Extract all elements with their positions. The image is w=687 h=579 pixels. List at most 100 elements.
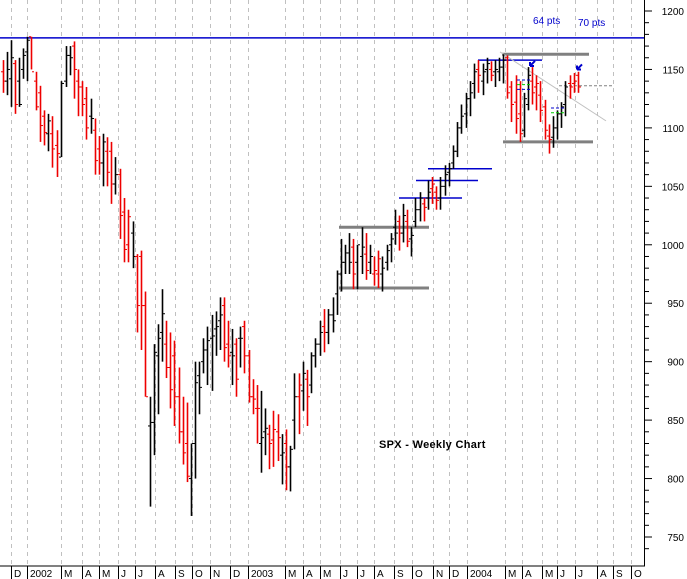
ohlc-bar xyxy=(426,180,431,210)
ohlc-bar xyxy=(364,233,369,280)
ohlc-bar xyxy=(455,122,460,158)
ohlc-bar xyxy=(385,244,390,271)
ohlc-bar xyxy=(80,81,85,117)
x-tick-label: J xyxy=(560,569,565,579)
ohlc-bar xyxy=(105,137,110,187)
arrow-1-icon xyxy=(529,60,536,67)
ohlc-bar xyxy=(372,256,377,286)
ohlc-bar xyxy=(97,136,102,175)
x-tick-label: S xyxy=(178,569,185,579)
ohlc-bar xyxy=(326,309,331,345)
x-tick-label: A xyxy=(85,569,92,579)
chart-title: SPX - Weekly Chart xyxy=(379,439,486,451)
x-tick-label: M xyxy=(102,569,110,579)
ohlc-bar xyxy=(493,60,498,87)
ohlc-bar xyxy=(197,361,202,415)
ohlc-bar xyxy=(522,92,527,138)
y-tick-label: 800 xyxy=(667,475,684,486)
ohlc-bar xyxy=(305,369,310,426)
ohlc-bar xyxy=(447,162,452,187)
ohlc-bar xyxy=(360,227,365,274)
ohlc-bar xyxy=(172,340,177,426)
x-tick-label: 2003 xyxy=(251,569,274,579)
ohlc-bar xyxy=(351,238,356,290)
y-tick-label: 1200 xyxy=(662,7,685,18)
arrow-2-icon xyxy=(576,63,583,71)
ohlc-bar xyxy=(434,186,439,210)
x-tick-label: M xyxy=(323,569,331,579)
ohlc-bar xyxy=(72,41,77,99)
ohlc-bar xyxy=(530,67,535,105)
x-tick-label: M xyxy=(288,569,296,579)
y-tick-label: 1100 xyxy=(662,124,684,135)
ohlc-bar xyxy=(9,40,14,107)
ohlc-bar xyxy=(292,373,297,450)
ohlc-bar xyxy=(271,410,276,467)
x-tick-label: 2004 xyxy=(470,569,493,579)
ohlc-bar xyxy=(210,314,215,391)
ohlc-bar xyxy=(46,113,51,152)
ohlc-bar xyxy=(126,209,131,263)
y-tick-label: 900 xyxy=(667,358,684,369)
ohlc-bar xyxy=(143,291,148,398)
x-tick-label: A xyxy=(158,569,165,579)
y-tick-label: 750 xyxy=(667,533,684,544)
ohlc-bar xyxy=(139,250,144,350)
ohlc-bar xyxy=(393,209,398,245)
ohlc-bar xyxy=(42,110,47,146)
ohlc-bar xyxy=(335,270,340,315)
ohlc-bar xyxy=(418,192,423,222)
ohlc-bar xyxy=(205,326,210,386)
ohlc-bar xyxy=(568,75,573,99)
label-70-pts: 70 pts xyxy=(578,18,606,29)
ohlc-bar xyxy=(485,57,490,84)
down-trendline xyxy=(499,51,607,122)
ohlc-bar xyxy=(405,209,410,248)
ohlc-bar xyxy=(534,75,539,111)
ohlc-bar xyxy=(355,244,360,290)
ohlc-bar xyxy=(476,60,481,93)
ohlc-bar xyxy=(113,157,118,195)
ohlc-bar xyxy=(247,349,252,403)
ohlc-bar xyxy=(160,289,165,362)
ohlc-bar xyxy=(339,238,344,292)
x-tick-label: M xyxy=(64,569,72,579)
ohlc-bar xyxy=(451,145,456,169)
ohlc-bar xyxy=(230,328,235,386)
ohlc-bar xyxy=(64,46,69,87)
x-tick-label: M xyxy=(508,569,516,579)
x-tick-label: J xyxy=(343,569,348,579)
ohlc-bar xyxy=(193,361,198,479)
ohlc-bar xyxy=(514,75,519,134)
ohlc-bar xyxy=(259,390,264,473)
ohlc-bar xyxy=(313,338,318,368)
x-tick-label: N xyxy=(436,569,443,579)
ohlc-bar xyxy=(185,402,190,483)
ohlc-bar xyxy=(501,54,506,84)
ohlc-bar xyxy=(25,36,30,82)
ohlc-bar xyxy=(563,81,568,117)
ohlc-bar xyxy=(443,165,448,196)
ohlc-bar xyxy=(267,424,272,470)
ohlc-bar xyxy=(572,72,577,93)
x-axis-ticks: D 2002 M A M J J A S O N D 2003 M A M J J A S O N D 2004 M A M J J A S… xyxy=(11,566,642,579)
ohlc-bar xyxy=(13,60,18,114)
ohlc-bar xyxy=(21,48,26,79)
ohlc-bar xyxy=(481,63,486,96)
ohlc-bar xyxy=(343,244,348,274)
ohlc-bar xyxy=(76,69,81,117)
ohlc-bar xyxy=(135,254,140,333)
ohlc-bar xyxy=(156,324,161,415)
x-tick-label: A xyxy=(600,569,607,579)
ohlc-bar xyxy=(131,221,136,269)
ohlc-bar xyxy=(322,309,327,353)
x-tick-label: O xyxy=(415,569,423,579)
ohlc-bar xyxy=(401,203,406,243)
x-tick-label: S xyxy=(397,569,404,579)
ohlc-bars xyxy=(1,36,581,516)
ohlc-bar xyxy=(413,198,418,228)
ohlc-bar xyxy=(55,130,60,177)
ohlc-bar xyxy=(389,233,394,263)
ohlc-bar xyxy=(459,104,464,134)
